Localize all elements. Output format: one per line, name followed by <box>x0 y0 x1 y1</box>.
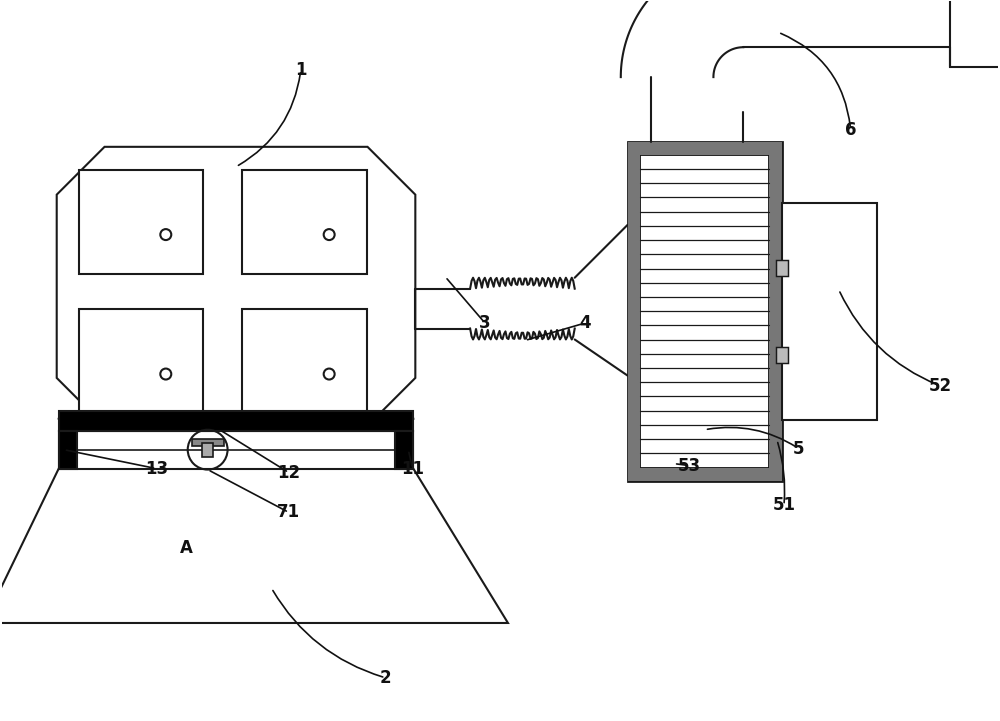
Bar <box>79 169 203 274</box>
Text: 51: 51 <box>772 497 795 515</box>
Bar <box>59 430 77 469</box>
Text: 3: 3 <box>479 314 491 332</box>
Bar <box>59 411 413 430</box>
Bar <box>628 468 782 480</box>
Bar <box>782 203 877 420</box>
Text: 4: 4 <box>579 314 590 332</box>
Text: 5: 5 <box>793 440 805 458</box>
Bar <box>628 142 782 480</box>
Bar <box>640 155 769 468</box>
Bar <box>776 347 788 363</box>
Text: 71: 71 <box>277 503 300 521</box>
Polygon shape <box>57 147 415 425</box>
Bar <box>79 309 203 414</box>
Bar <box>192 439 224 446</box>
Bar <box>242 169 367 274</box>
Bar <box>242 309 367 414</box>
Bar <box>59 430 413 469</box>
Bar <box>395 430 413 469</box>
Text: 13: 13 <box>145 459 168 477</box>
Text: 53: 53 <box>678 456 701 474</box>
Text: 12: 12 <box>277 464 300 482</box>
Bar <box>628 142 640 480</box>
Text: 11: 11 <box>401 459 424 477</box>
Bar <box>950 0 1000 67</box>
Text: 2: 2 <box>380 669 391 687</box>
Text: A: A <box>180 539 193 557</box>
Bar <box>202 443 213 456</box>
Polygon shape <box>0 469 508 623</box>
Bar <box>776 260 788 276</box>
Text: 52: 52 <box>929 377 952 395</box>
Text: 6: 6 <box>845 121 856 139</box>
Text: 1: 1 <box>295 61 307 79</box>
Bar <box>769 142 782 480</box>
Bar <box>628 142 782 155</box>
